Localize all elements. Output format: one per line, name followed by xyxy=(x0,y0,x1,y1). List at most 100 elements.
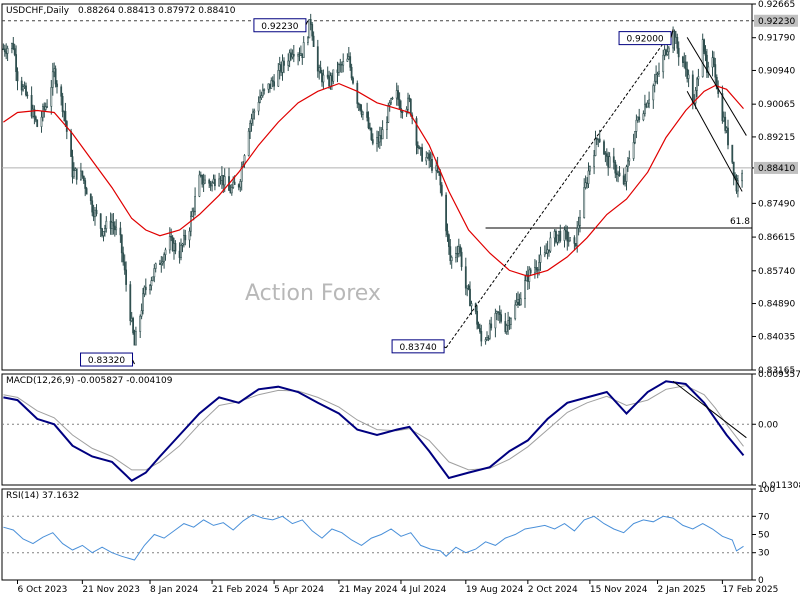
candle-body xyxy=(612,156,615,163)
candle-body xyxy=(598,138,601,142)
macd-tick-label: 0.009357 xyxy=(758,370,800,380)
candle-body xyxy=(697,76,700,80)
candle-body xyxy=(160,262,163,265)
candle-body xyxy=(603,141,605,155)
candle-body xyxy=(588,166,591,172)
candle-body xyxy=(40,116,43,127)
candle-body xyxy=(548,249,550,252)
candle-body xyxy=(109,220,112,229)
candle-body xyxy=(376,137,378,144)
candle-body xyxy=(281,60,284,73)
candle-body xyxy=(194,196,197,212)
candle-body xyxy=(673,30,676,44)
candle-body xyxy=(336,69,339,73)
swing-high-1-label: 0.92230 xyxy=(261,22,298,32)
rsi-tick-label: 30 xyxy=(758,549,770,559)
candle-body xyxy=(388,102,391,106)
candle-body xyxy=(476,310,479,325)
candle-body xyxy=(466,285,469,289)
date-tick-label: 5 Apr 2024 xyxy=(274,585,324,595)
candle-body xyxy=(617,172,620,176)
candle-body xyxy=(701,39,704,77)
rsi-line xyxy=(3,513,744,561)
candle-body xyxy=(569,237,572,242)
candle-body xyxy=(727,127,729,146)
candle-body xyxy=(240,166,243,182)
candle-body xyxy=(319,67,322,74)
candle-body xyxy=(478,328,481,332)
candle-body xyxy=(13,48,16,55)
candle-body xyxy=(381,129,384,140)
candle-body xyxy=(61,96,64,113)
candle-body xyxy=(426,153,429,158)
candle-body xyxy=(566,231,569,242)
resistance-price-box xyxy=(754,14,798,27)
candle-body xyxy=(219,178,222,181)
price-tick-label: 0.88410 xyxy=(758,164,795,174)
candle-body xyxy=(638,116,641,121)
candle-body xyxy=(370,127,373,140)
candle-body xyxy=(180,245,182,259)
candle-body xyxy=(105,220,108,229)
candle-body xyxy=(283,60,285,66)
candle-body xyxy=(543,252,546,256)
candle-body xyxy=(132,318,135,334)
swing-high-2-box xyxy=(618,31,672,46)
candle-body xyxy=(46,106,49,108)
price-tick-label: 0.92230 xyxy=(758,17,795,27)
candle-body xyxy=(101,228,104,236)
candle-body xyxy=(460,251,463,267)
macd-trendline xyxy=(672,380,747,439)
candle-body xyxy=(366,111,369,118)
candle-body xyxy=(184,235,187,241)
candle-body xyxy=(642,113,645,121)
candle-body xyxy=(214,178,216,187)
candle-body xyxy=(662,54,665,73)
swing-low-1-box xyxy=(80,352,134,367)
price-tick-label: 0.83165 xyxy=(758,366,795,376)
candle-body xyxy=(545,252,548,254)
candle-body xyxy=(2,48,5,51)
candle-body xyxy=(470,303,473,307)
candle-body xyxy=(252,111,254,120)
candle-body xyxy=(170,236,173,238)
candle-body xyxy=(23,85,26,88)
candle-body xyxy=(586,182,589,184)
candle-body xyxy=(377,137,380,143)
candle-body xyxy=(309,19,312,25)
candle-body xyxy=(469,288,471,307)
candle-body xyxy=(401,111,404,113)
candle-body xyxy=(359,104,362,111)
candle-body xyxy=(416,145,419,149)
candle-body xyxy=(280,64,283,73)
candle-body xyxy=(56,83,58,88)
candle-body xyxy=(459,246,462,253)
candle-body xyxy=(536,269,539,271)
candle-body xyxy=(5,51,8,54)
candle-body xyxy=(696,78,698,91)
candle-body xyxy=(579,217,581,226)
candle-body xyxy=(125,269,128,285)
candle-body xyxy=(557,230,560,236)
candle-body xyxy=(563,229,566,241)
candle-body xyxy=(635,119,638,132)
candle-body xyxy=(415,118,418,146)
candle-body xyxy=(3,48,6,53)
macd-tick-label: -0.011308 xyxy=(758,481,800,491)
candle-body xyxy=(618,172,621,177)
candle-body xyxy=(259,97,261,103)
candle-body xyxy=(123,261,126,271)
date-tick-label: 21 Feb 2024 xyxy=(212,585,268,595)
uptrend-line xyxy=(445,29,674,349)
candle-body xyxy=(518,299,521,305)
candle-body xyxy=(139,315,142,332)
candle-body xyxy=(32,108,34,117)
candle-body xyxy=(91,200,94,213)
candle-body xyxy=(587,170,590,184)
candle-body xyxy=(487,336,490,339)
candle-body xyxy=(450,256,453,261)
candle-body xyxy=(271,80,274,82)
candle-body xyxy=(81,170,84,177)
candle-body xyxy=(714,64,717,78)
